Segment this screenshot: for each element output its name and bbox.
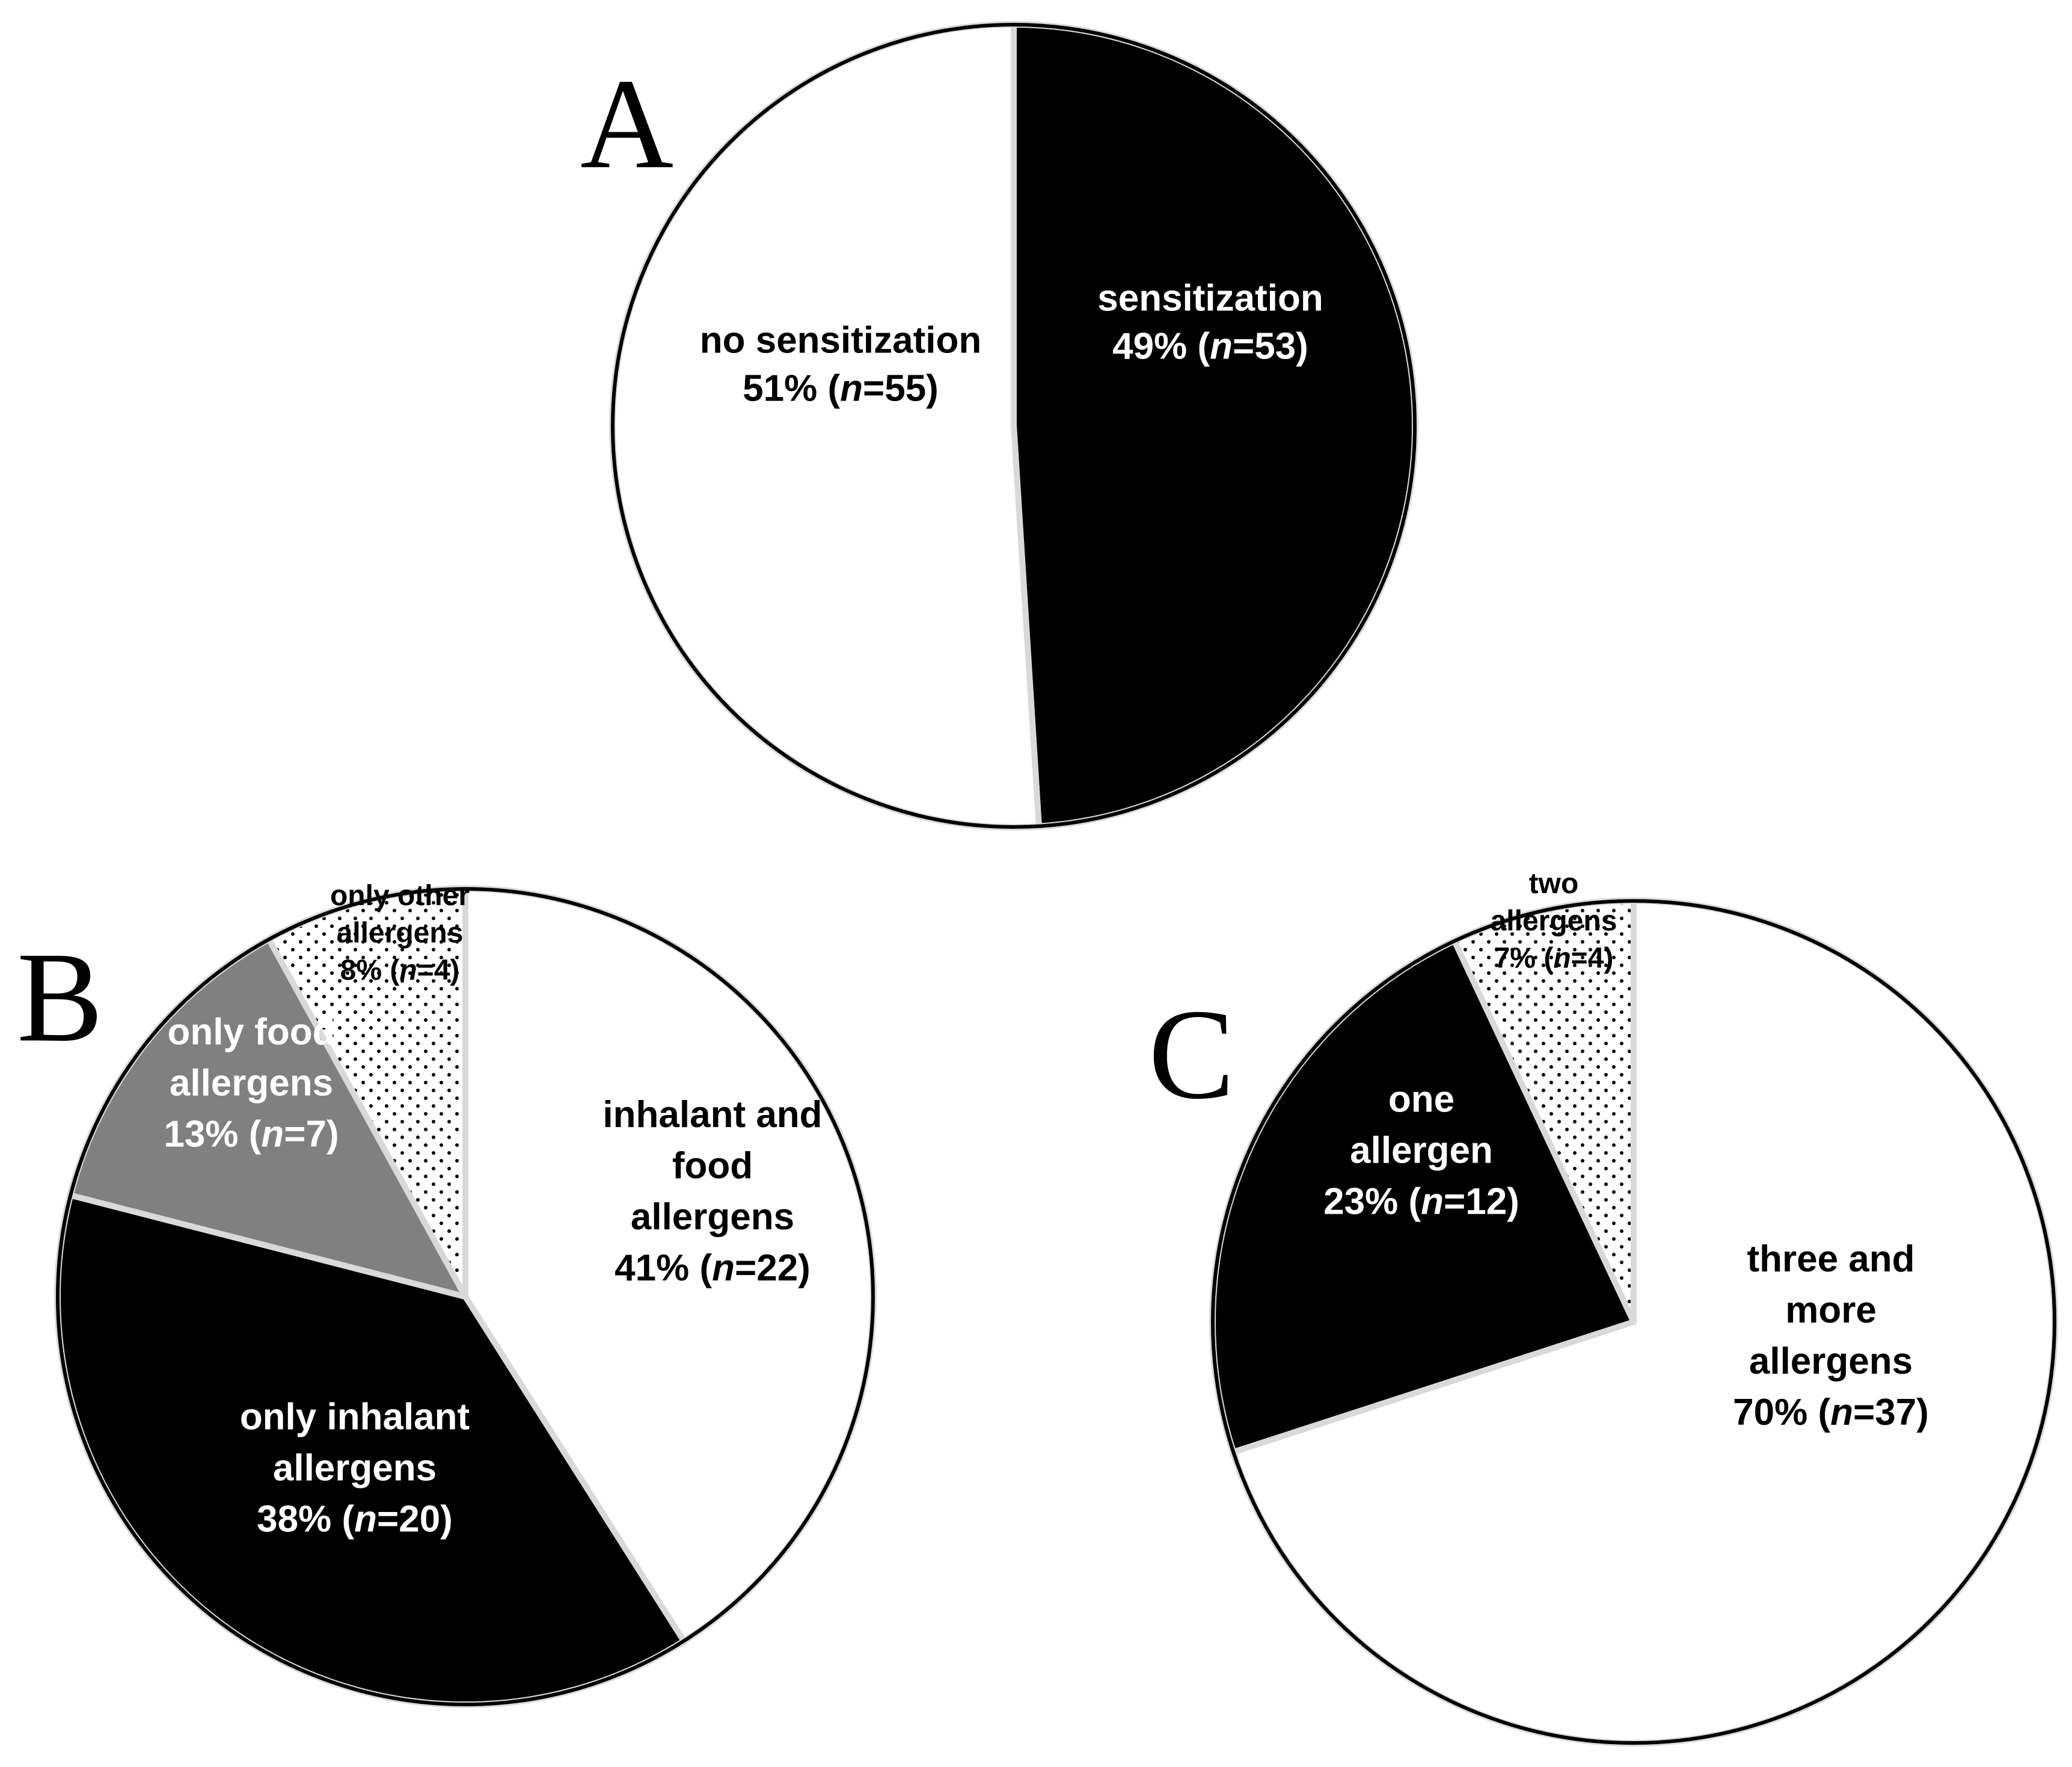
panel-letter-c: C bbox=[1148, 982, 1234, 1126]
pie-chart-a: sensitization 49% (n=53) no sensitization 5… bbox=[580, 21, 1418, 831]
pie-c-label-three-and-more: three and more allergens 70% (n=37) bbox=[1733, 1238, 1929, 1433]
pie-b-label-only-inhalant: only inhalant allergens 38% (n=20) bbox=[240, 1397, 470, 1540]
pie-c-label-one-allergen: one allergen 23% (n=12) bbox=[1323, 1079, 1519, 1223]
pie-a-border bbox=[611, 23, 1417, 829]
pie-b-border bbox=[56, 887, 875, 1706]
pie-a-slice-sensitization bbox=[1011, 22, 1418, 829]
pie-b-label-only-other: only other allergens 8% (n=4) bbox=[330, 880, 470, 986]
panel-letter-a: A bbox=[580, 52, 673, 195]
panel-letter-b: B bbox=[17, 925, 103, 1069]
pie-c-border bbox=[1211, 899, 2056, 1745]
pie-a-label-no-sensitization: no sensitization 51% (n=55) bbox=[700, 320, 981, 410]
pie-b-label-only-food: only food allergens 13% (n=7) bbox=[164, 1012, 339, 1155]
pie-a-slice-no-sensitization bbox=[609, 22, 1042, 830]
pie-a-label-sensitization: sensitization 49% (n=53) bbox=[1097, 278, 1323, 367]
pie-c-label-two-allergens: two allergens 7% (n=4) bbox=[1491, 868, 1617, 974]
pie-chart-c: three and more allergens 70% (n=37) one aller… bbox=[1148, 868, 2058, 1747]
pie-chart-b: inhalant and food allergens 41% (n=22) only … bbox=[17, 880, 877, 1708]
pie-b-label-inhalant-and-food: inhalant and food allergens 41% (n=22) bbox=[602, 1094, 822, 1289]
